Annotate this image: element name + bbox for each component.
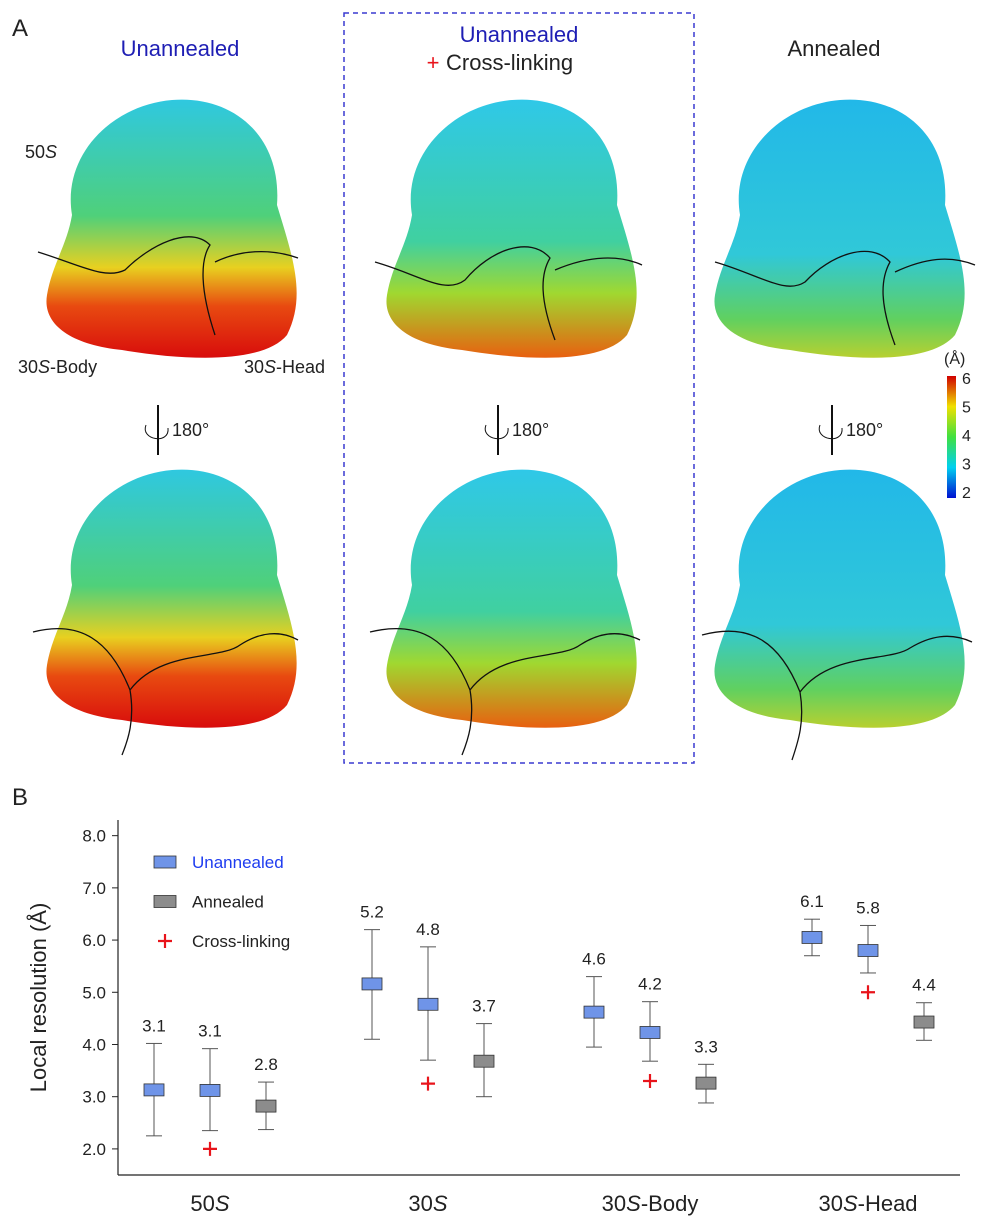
colorbar-tick-label: 6 (962, 371, 971, 388)
box (857, 944, 879, 957)
y-tick-label: 4.0 (82, 1035, 106, 1054)
map (46, 469, 297, 728)
y-tick-label: 2.0 (82, 1140, 106, 1159)
cross-link-marker (421, 1076, 435, 1091)
colorbar-tick-label: 3 (962, 457, 971, 474)
column-title: Annealed (788, 36, 881, 61)
value-label: 4.4 (912, 976, 936, 995)
box (417, 997, 439, 1011)
column-subtitle: Cross-linking (446, 50, 573, 75)
region-label: 30S-Head (244, 357, 325, 377)
value-label: 2.8 (254, 1055, 278, 1074)
rotation-label: 180° (172, 420, 209, 440)
box (583, 1005, 605, 1019)
value-label: 4.8 (416, 920, 440, 939)
column-title: Unannealed (460, 22, 579, 47)
value-label: 5.8 (856, 898, 880, 917)
cross-link-marker (203, 1141, 217, 1156)
map (714, 469, 965, 728)
legend-label: Unannealed (192, 853, 284, 872)
value-label: 3.7 (472, 997, 496, 1016)
y-tick-label: 6.0 (82, 931, 106, 950)
value-label: 5.2 (360, 903, 384, 922)
map (386, 469, 637, 728)
box (255, 1099, 277, 1113)
legend-marker (158, 934, 172, 948)
x-tick-label: 30S (408, 1191, 447, 1216)
box (695, 1076, 717, 1090)
box (361, 977, 383, 991)
y-tick-label: 3.0 (82, 1088, 106, 1107)
map (46, 99, 297, 358)
x-tick-label: 50S (190, 1191, 229, 1216)
legend-label: Cross-linking (192, 932, 290, 951)
x-tick-label: 30S-Body (602, 1191, 699, 1216)
value-label: 3.1 (142, 1016, 166, 1035)
value-label: 4.2 (638, 975, 662, 994)
highlight-box (343, 12, 695, 764)
cross-link-marker (861, 985, 875, 1000)
region-label: 50S (25, 142, 57, 162)
legend-label: Annealed (192, 893, 264, 912)
x-tick-label: 30S-Head (818, 1191, 917, 1216)
value-label: 3.3 (694, 1037, 718, 1056)
density-maps (32, 99, 976, 761)
box (913, 1015, 935, 1029)
box (143, 1083, 165, 1097)
colorbar-tick-label: 4 (962, 428, 971, 445)
y-tick-label: 5.0 (82, 983, 106, 1002)
map (714, 99, 965, 358)
panel-label: B (12, 784, 28, 811)
legend-swatch (153, 895, 177, 908)
legend-swatch (153, 855, 177, 869)
map (386, 99, 637, 358)
column-title: Unannealed (121, 36, 240, 61)
colorbar-tick-label: 5 (962, 400, 971, 417)
box (473, 1054, 495, 1068)
rotation-icons (144, 405, 843, 455)
region-label: 30S-Body (18, 357, 97, 377)
panel-label: A (12, 15, 28, 42)
box (801, 931, 823, 944)
cross-link-marker: + (427, 50, 440, 75)
colorbar-ticks: 6 5 4 3 2 (962, 371, 971, 502)
colorbar-tick-label: 2 (962, 485, 971, 502)
colorbar-unit: (Å) (944, 349, 965, 368)
box (639, 1026, 661, 1039)
y-axis-label: Local resolution (Å) (26, 903, 51, 1093)
rotation-label: 180° (846, 420, 883, 440)
rotation-label: 180° (512, 420, 549, 440)
chart: B Local resolution (Å) 2.0 3.0 4.0 5.0 6.0 7.0 8… (12, 784, 960, 1216)
colorbar (947, 376, 956, 498)
box (199, 1084, 221, 1097)
value-label: 4.6 (582, 950, 606, 969)
y-tick-label: 7.0 (82, 879, 106, 898)
cross-link-marker (643, 1074, 657, 1089)
value-label: 6.1 (800, 892, 824, 911)
value-label: 3.1 (198, 1022, 222, 1041)
y-tick-label: 8.0 (82, 827, 106, 846)
